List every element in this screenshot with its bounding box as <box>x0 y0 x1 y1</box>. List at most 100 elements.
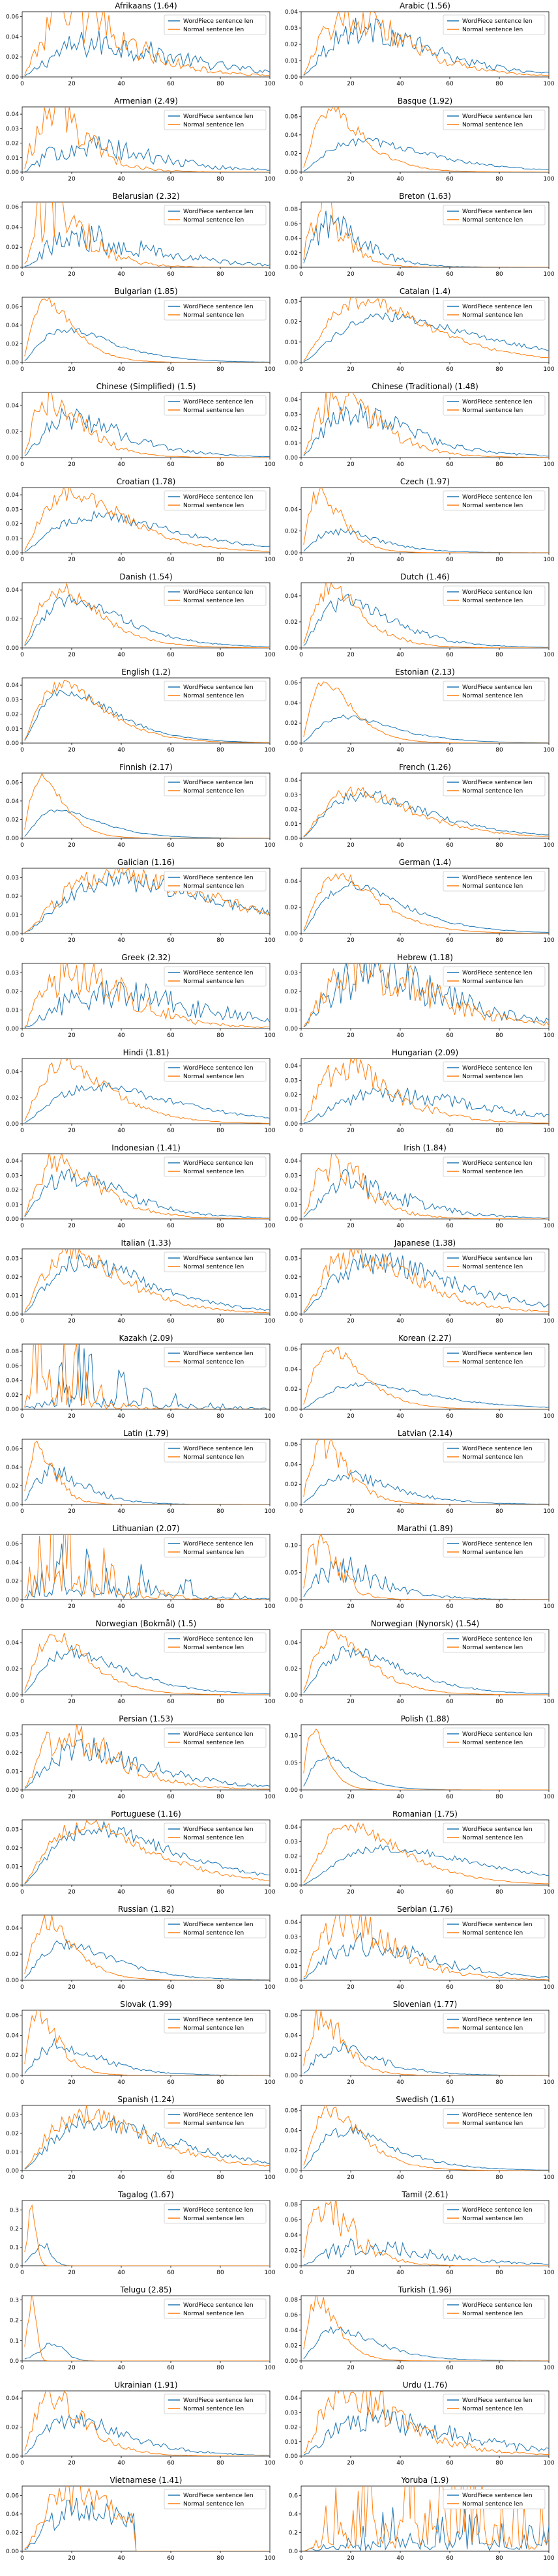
x-tick-label: 0 <box>20 176 24 183</box>
x-tick-label: 100 <box>543 461 554 468</box>
y-tick-label: 0.04 <box>285 700 298 707</box>
x-tick-label: 40 <box>117 176 125 183</box>
subplot: Telugu (2.85) 0 20 40 60 80 100 0.0 0.1 0.2 0.3 Wor… <box>10 2285 276 2371</box>
subplot-title: Turkish (1.96) <box>398 2285 452 2294</box>
legend-label-normal: Normal sentence len <box>183 1454 244 1461</box>
x-tick-label: 100 <box>543 1699 554 1705</box>
subplot: Dutch (1.46) 0 20 40 60 80 100 0.00 0.02 0.04 Word… <box>285 572 555 658</box>
y-tick-label: 0.00 <box>285 1597 298 1603</box>
x-tick-label: 100 <box>264 2555 275 2562</box>
y-tick-label: 0.06 <box>285 1442 298 1448</box>
legend-label-normal: Normal sentence len <box>462 1264 523 1270</box>
x-tick-label: 60 <box>167 1508 175 1515</box>
x-tick-label: 20 <box>68 461 76 468</box>
x-tick-label: 80 <box>495 1889 503 1895</box>
x-tick-label: 100 <box>543 2365 554 2371</box>
y-tick-label: 0.08 <box>285 2202 298 2208</box>
x-tick-label: 60 <box>167 271 175 278</box>
y-tick-label: 0.06 <box>6 1541 19 1547</box>
series-line-wordpiece <box>303 403 549 457</box>
x-tick-label: 40 <box>117 366 125 373</box>
y-tick-label: 0.04 <box>6 224 19 231</box>
y-tick-label: 0.02 <box>6 1666 19 1673</box>
x-tick-label: 80 <box>216 1984 224 1991</box>
x-tick-label: 60 <box>167 2460 175 2466</box>
series-line-wordpiece <box>24 2413 270 2456</box>
y-tick-label: 0.00 <box>285 455 298 461</box>
series-line-wordpiece <box>303 18 549 76</box>
subplot-title: Spanish (1.24) <box>117 2095 174 2104</box>
legend-box <box>164 300 267 321</box>
subplot: Romanian (1.75) 0 20 40 60 80 100 0.00 0.01 0.02 0… <box>285 1809 555 1895</box>
x-tick-label: 0 <box>20 1508 24 1515</box>
x-tick-label: 100 <box>264 2270 275 2276</box>
series-line-wordpiece <box>24 1939 270 1980</box>
legend-label-wordpiece: WordPiece sentence len <box>462 1541 533 1547</box>
legend-label-normal: Normal sentence len <box>183 1169 244 1175</box>
y-tick-label: 0.00 <box>6 1692 19 1699</box>
y-tick-label: 0.00 <box>6 1216 19 1223</box>
subplot: Hungarian (2.09) 0 20 40 60 80 100 0.00 0.01 0.02… <box>285 1048 555 1134</box>
legend-box <box>164 681 267 701</box>
x-tick-label: 60 <box>167 652 175 658</box>
x-tick-label: 60 <box>167 1984 175 1991</box>
x-tick-label: 60 <box>446 1413 454 1420</box>
x-tick-label: 40 <box>396 366 404 373</box>
x-tick-label: 20 <box>347 366 355 373</box>
x-tick-label: 40 <box>396 1318 404 1325</box>
y-tick-label: 0.04 <box>6 1560 19 1566</box>
legend-label-normal: Normal sentence len <box>462 598 523 604</box>
y-tick-label: 0.03 <box>6 126 19 132</box>
y-tick-label: 0.00 <box>6 1407 19 1413</box>
x-tick-label: 60 <box>167 2174 175 2181</box>
series-line-wordpiece <box>303 1382 549 1409</box>
x-tick-label: 0 <box>20 747 24 754</box>
legend-box <box>164 2393 267 2414</box>
legend-label-wordpiece: WordPiece sentence len <box>183 2207 254 2214</box>
series-line-wordpiece <box>303 1932 549 1980</box>
series-line-wordpiece <box>303 1557 549 1600</box>
x-tick-label: 60 <box>446 842 454 849</box>
subplot: Catalan (1.4) 0 20 40 60 80 100 0.00 0.01 0.02 0.0… <box>285 287 555 373</box>
y-tick-label: 0.02 <box>6 1095 19 1102</box>
legend-label-normal: Normal sentence len <box>462 1740 523 1746</box>
x-tick-label: 0 <box>20 271 24 278</box>
x-tick-label: 80 <box>216 2174 224 2181</box>
legend-label-wordpiece: WordPiece sentence len <box>462 1255 533 1262</box>
series-line-normal <box>303 392 549 458</box>
y-tick-label: 0.00 <box>6 1978 19 1984</box>
series-line-wordpiece <box>303 714 549 743</box>
y-tick-label: 0.04 <box>285 1920 298 1926</box>
subplot-title: Finnish (2.17) <box>119 763 173 772</box>
legend-box <box>164 2203 267 2224</box>
legend-label-wordpiece: WordPiece sentence len <box>183 1731 254 1738</box>
y-tick-label: 0.02 <box>6 2053 19 2059</box>
legend-label-wordpiece: WordPiece sentence len <box>183 2493 254 2499</box>
legend-label-wordpiece: WordPiece sentence len <box>462 2017 533 2023</box>
x-tick-label: 60 <box>446 1699 454 1705</box>
y-tick-label: 0.00 <box>6 169 19 176</box>
subplot-title: Russian (1.82) <box>118 1905 174 1914</box>
series-line-normal <box>24 488 270 552</box>
y-tick-label: 0.10 <box>285 1733 298 1740</box>
legend-label-wordpiece: WordPiece sentence len <box>462 1446 533 1452</box>
subplot: Russian (1.82) 0 20 40 60 80 100 0.00 0.02 0.04 Wo… <box>6 1905 276 1991</box>
x-tick-label: 60 <box>167 1889 175 1895</box>
x-tick-label: 0 <box>299 176 303 183</box>
subplot: Urdu (1.76) 0 20 40 60 80 100 0.00 0.01 0.02 0.03 0… <box>285 2380 555 2466</box>
legend-label-wordpiece: WordPiece sentence len <box>462 780 533 786</box>
x-tick-label: 0 <box>20 1794 24 1800</box>
x-tick-label: 40 <box>117 2555 125 2562</box>
x-tick-label: 100 <box>264 176 275 183</box>
x-tick-label: 100 <box>264 2174 275 2181</box>
x-tick-label: 60 <box>446 2460 454 2466</box>
x-tick-label: 40 <box>117 2174 125 2181</box>
series-line-normal <box>303 681 549 743</box>
legend-label-wordpiece: WordPiece sentence len <box>462 1922 533 1928</box>
y-tick-label: 0.04 <box>285 2032 298 2039</box>
legend-box <box>443 1537 546 1558</box>
y-tick-label: 0.02 <box>285 1188 298 1194</box>
x-tick-label: 40 <box>117 271 125 278</box>
y-tick-label: 0.01 <box>285 1107 298 1113</box>
x-tick-label: 100 <box>543 176 554 183</box>
